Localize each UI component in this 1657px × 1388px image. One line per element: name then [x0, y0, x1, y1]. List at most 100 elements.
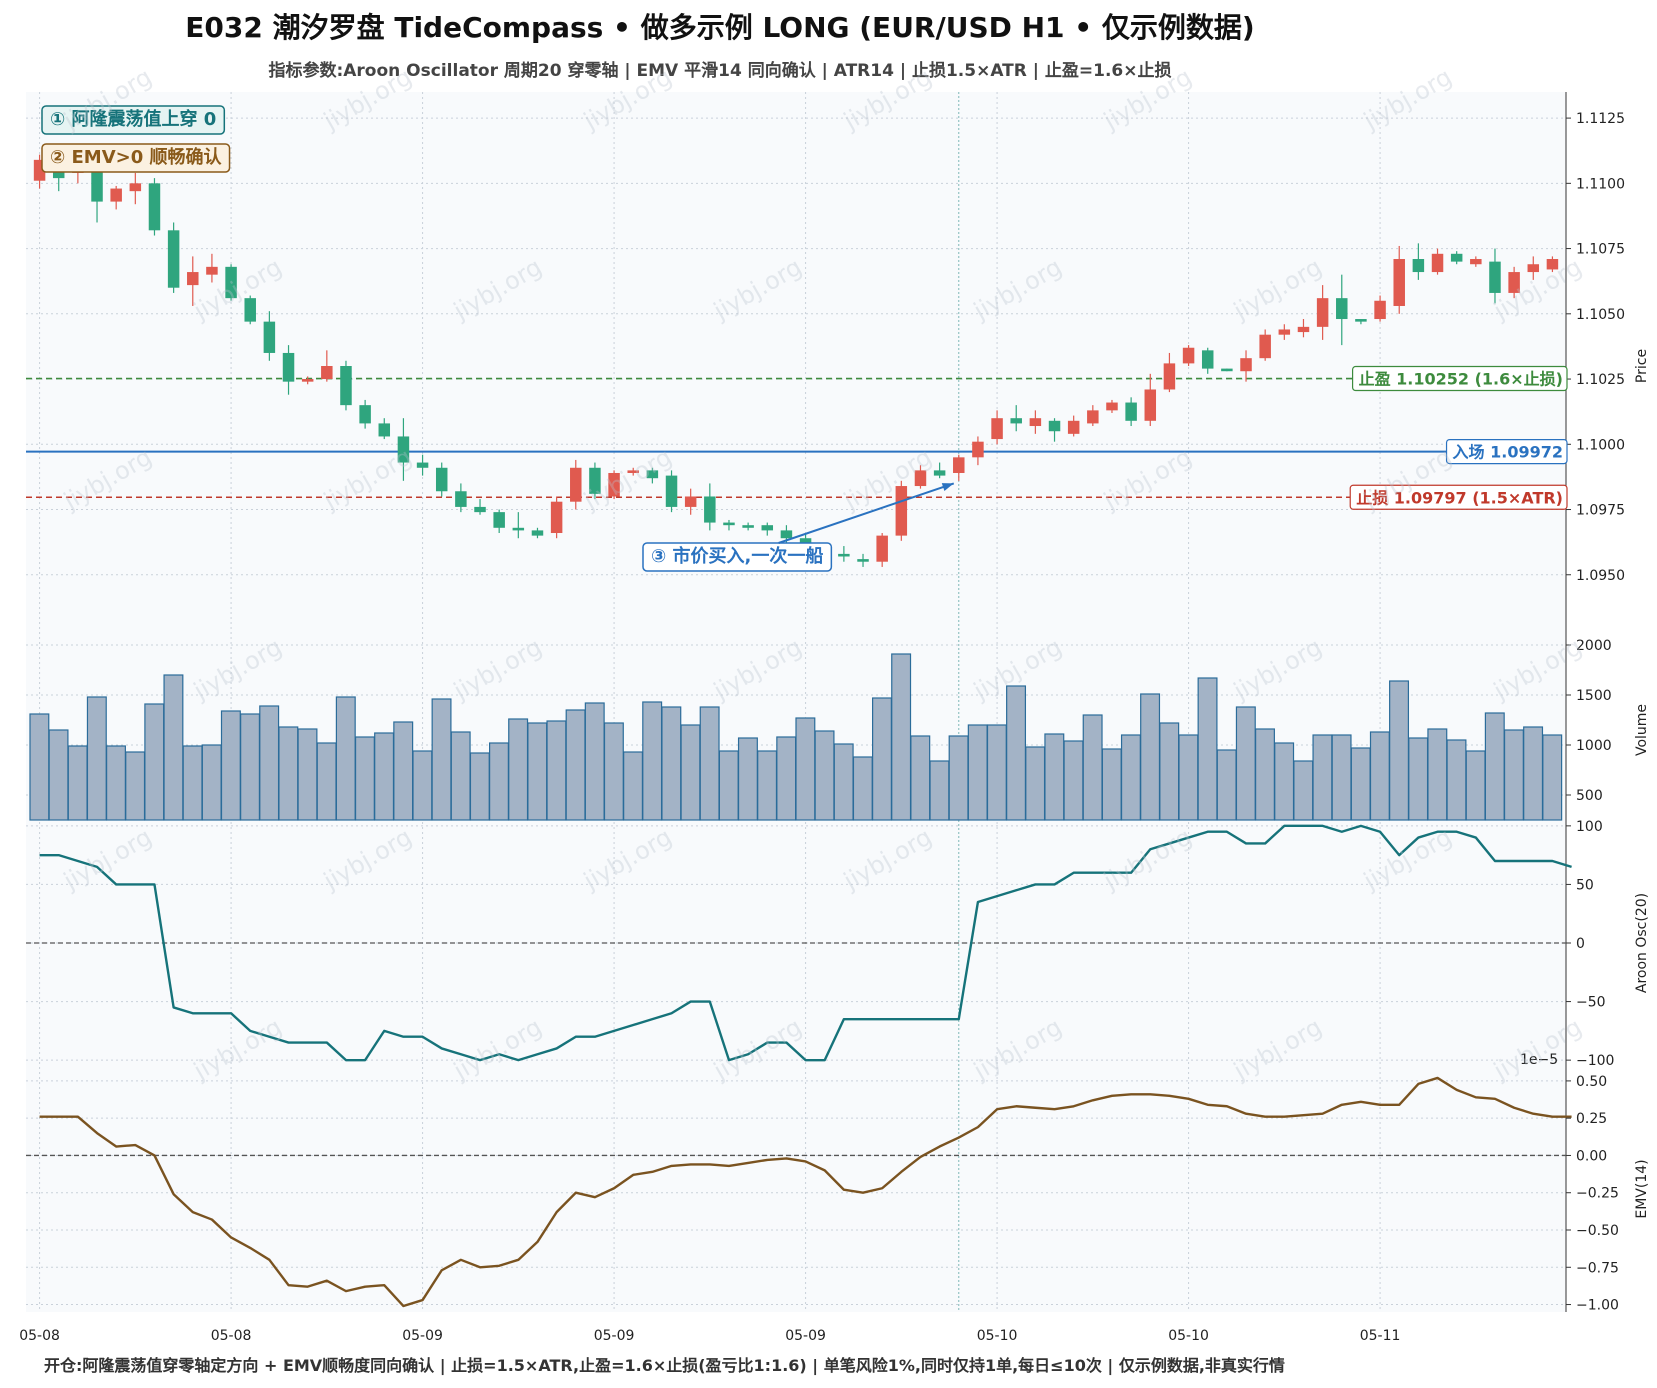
- candle-body: [1508, 272, 1520, 293]
- candle-body: [416, 462, 429, 468]
- candle-body: [1240, 358, 1252, 372]
- y-tick-label: −0.75: [1576, 1260, 1619, 1276]
- y-tick-label: 0.00: [1576, 1148, 1607, 1164]
- x-tick-label: 05-10: [977, 1328, 1018, 1344]
- volume-bar: [603, 722, 624, 821]
- candle-body: [378, 423, 391, 437]
- volume-bar: [1369, 731, 1390, 821]
- volume-bar: [986, 724, 1007, 821]
- volume-bar: [1082, 714, 1103, 821]
- volume-bar: [757, 750, 778, 821]
- candle-body: [1048, 420, 1061, 432]
- candle-body: [1278, 329, 1291, 335]
- volume-bar: [699, 706, 720, 821]
- candle-body: [1029, 418, 1042, 427]
- y-tick-label: −0.25: [1576, 1186, 1619, 1202]
- volume-bar: [1484, 712, 1505, 821]
- candle-body: [1259, 334, 1271, 359]
- volume-bar: [1350, 747, 1371, 821]
- candle-body: [1087, 410, 1099, 424]
- target-level-label: 止盈 1.10252 (1.6×止损): [1351, 365, 1568, 392]
- volume-bar: [220, 710, 241, 821]
- volume-bar: [1274, 742, 1295, 821]
- volume-bar: [527, 722, 548, 821]
- candle-body: [110, 188, 122, 202]
- volume-bar: [623, 751, 644, 821]
- volume-bar: [1006, 685, 1027, 821]
- candle-body: [953, 457, 965, 473]
- x-tick-label: 05-08: [19, 1328, 60, 1344]
- volume-bar: [910, 735, 931, 821]
- volume-bar: [125, 751, 146, 821]
- stop-level-box: [1349, 484, 1568, 510]
- candle-body: [1336, 298, 1348, 320]
- volume-bar: [201, 744, 222, 821]
- volume-bar: [1063, 740, 1084, 821]
- x-tick-label: 05-08: [211, 1328, 252, 1344]
- footer-note: 开仓:阿隆震荡值穿零轴定方向 + EMV顺畅度同向确认 | 止损=1.5×ATR…: [44, 1356, 1285, 1375]
- y-tick-label: 1.1025: [1576, 372, 1625, 388]
- volume-bar: [1254, 728, 1275, 821]
- candle-body: [321, 366, 333, 380]
- volume-bar: [814, 730, 835, 821]
- candle-body: [531, 530, 544, 536]
- candle-body: [1393, 259, 1405, 306]
- candle-body: [550, 501, 563, 534]
- volume-bar: [431, 698, 452, 821]
- candle-body: [301, 379, 314, 382]
- candle-body: [340, 366, 352, 406]
- volume-bar: [871, 697, 892, 821]
- y-tick-label: 0.25: [1576, 1111, 1607, 1127]
- candle-body: [206, 266, 218, 275]
- volume-bar: [1446, 739, 1467, 821]
- emv-axis-label: EMV(14): [1634, 1159, 1650, 1218]
- candle-body: [933, 470, 946, 476]
- candle-body: [1412, 259, 1425, 273]
- candle-body: [512, 527, 525, 531]
- volume-bar: [1293, 760, 1314, 821]
- buy-arrow-line: [778, 482, 955, 544]
- candle-body: [1067, 420, 1080, 434]
- y-tick-label: 0: [1576, 936, 1585, 952]
- volume-bar: [1503, 729, 1524, 821]
- candle-body: [474, 506, 486, 513]
- volume-bar: [1408, 737, 1429, 821]
- volume-bar: [48, 729, 69, 821]
- candle-body: [167, 230, 180, 288]
- volume-bar: [967, 724, 988, 821]
- plot-marks: [26, 152, 1572, 1308]
- candle-body: [1470, 259, 1482, 265]
- x-tick-label: 05-09: [594, 1328, 635, 1344]
- candle-body: [263, 321, 276, 353]
- candle-body: [225, 266, 237, 299]
- buy-arrow-head: [941, 483, 954, 491]
- volume-bar: [1140, 693, 1161, 821]
- candle-body: [589, 467, 601, 494]
- price-axis-label: Price: [1634, 349, 1650, 383]
- candle-body: [1450, 253, 1463, 262]
- entry-level-box: [1445, 438, 1568, 465]
- chart-title: E032 潮汐罗盘 TideCompass • 做多示例 LONG (EUR/U…: [185, 11, 1255, 44]
- market-buy-tag-box: [642, 542, 833, 572]
- y-tick-label: 1.1075: [1576, 242, 1625, 258]
- volume-bar: [1389, 680, 1410, 821]
- candle-body: [723, 522, 735, 526]
- volume-bar: [105, 745, 126, 821]
- volume-bar: [1235, 706, 1256, 821]
- candle-body: [1221, 368, 1233, 372]
- candle-body: [1297, 326, 1310, 333]
- volume-bar: [412, 750, 433, 821]
- y-tick-label: 1000: [1576, 738, 1612, 754]
- panel-bg-emv: [26, 1066, 1566, 1312]
- candle-body: [914, 470, 927, 487]
- y-tick-label: −50: [1576, 995, 1606, 1011]
- target-level-box: [1351, 365, 1568, 392]
- aroon-cross-tag-box: [41, 105, 226, 135]
- y-tick-label: 1.1125: [1576, 111, 1625, 127]
- candle-body: [627, 470, 639, 473]
- volume-bar: [565, 709, 586, 821]
- stop-level-label: 止损 1.09797 (1.5×ATR): [1349, 484, 1568, 510]
- volume-bar: [795, 717, 816, 821]
- candle-body: [1182, 347, 1195, 364]
